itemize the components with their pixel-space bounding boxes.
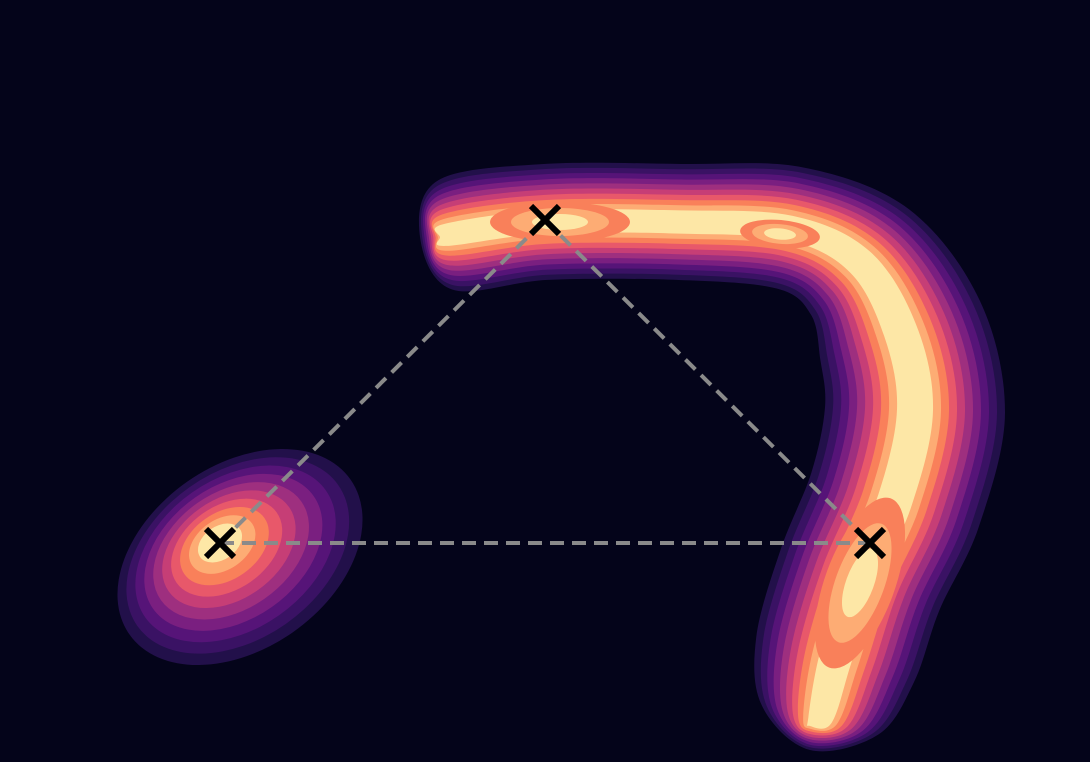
mode-x-marker xyxy=(203,526,237,560)
ridge-peak-band xyxy=(841,548,879,618)
mode-connector-line xyxy=(218,218,547,545)
mode-x-marker xyxy=(853,526,887,560)
ridge-peak-band xyxy=(764,228,796,240)
mode-markers xyxy=(203,203,887,560)
left-density-blob xyxy=(117,448,363,666)
contour-bands xyxy=(117,162,1006,752)
mode-connector-line xyxy=(543,218,872,545)
mode-connectors xyxy=(218,218,872,545)
ridge-density-band xyxy=(418,162,1006,752)
mode-x-marker xyxy=(528,203,562,237)
